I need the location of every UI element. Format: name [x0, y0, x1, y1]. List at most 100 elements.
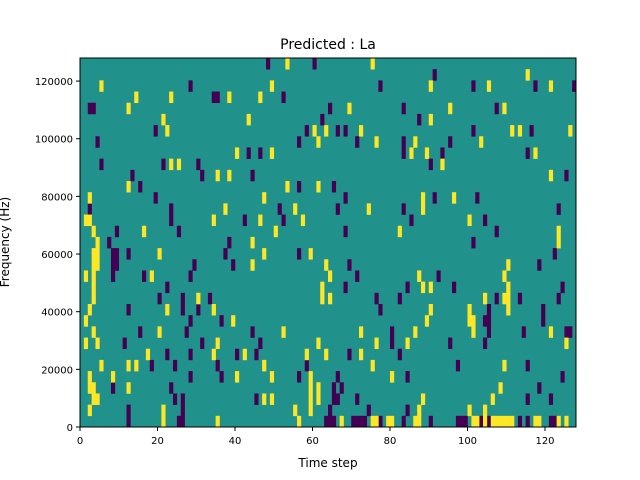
heatmap-cell-low — [304, 125, 309, 137]
heatmap-cell-high — [417, 415, 422, 428]
heatmap-cell-high — [316, 337, 321, 350]
heatmap-cell-low — [335, 203, 340, 215]
heatmap-cell-low — [572, 80, 577, 92]
heatmap-cell-low — [95, 136, 100, 148]
heatmap-cell-high — [483, 292, 488, 305]
heatmap-cell-high — [227, 169, 232, 182]
heatmap-cell-high — [262, 248, 267, 260]
heatmap-cell-low — [471, 236, 476, 249]
y-tick-label: 0 — [67, 423, 73, 434]
heatmap-cell-low — [223, 248, 228, 260]
y-tick-label: 40000 — [41, 308, 73, 319]
heatmap-cell-high — [490, 415, 495, 428]
heatmap-cell-high — [428, 281, 433, 294]
heatmap-cell-high — [227, 91, 232, 104]
heatmap-cell-low — [114, 248, 120, 260]
heatmap-cell-high — [502, 359, 507, 372]
heatmap-cell-low — [328, 415, 333, 428]
heatmap-cell-high — [448, 102, 453, 115]
heatmap-cell-high — [506, 292, 511, 305]
heatmap-cell-high — [304, 348, 309, 361]
heatmap-cell-low — [169, 382, 174, 394]
heatmap-cell-low — [114, 225, 120, 238]
heatmap-cell-low — [401, 203, 406, 215]
heatmap-cell-low — [401, 147, 406, 159]
heatmap-cell-high — [269, 80, 275, 92]
heatmap-cell-high — [157, 248, 162, 260]
heatmap-cell-high — [269, 393, 275, 405]
plot-frame — [79, 57, 577, 428]
heatmap-cell-high — [95, 236, 100, 249]
heatmap-cell-high — [262, 393, 267, 405]
heatmap-cell-high — [424, 147, 430, 159]
heatmap-cell-low — [180, 415, 185, 428]
heatmap-cell-high — [262, 359, 267, 372]
heatmap-cell-high — [161, 404, 166, 417]
heatmap-cell-low — [297, 248, 302, 260]
heatmap-cell-low — [235, 348, 240, 361]
heatmap-cell-low — [436, 270, 441, 282]
heatmap-cell-low — [258, 147, 263, 159]
heatmap-cell-high — [421, 203, 426, 215]
heatmap-cell-low — [471, 80, 476, 92]
heatmap-cell-low — [483, 315, 488, 327]
heatmap-cell-high — [269, 147, 275, 159]
heatmap-cell-low — [525, 393, 530, 405]
heatmap-cell-low — [355, 393, 360, 405]
heatmap-cell-low — [448, 136, 453, 148]
heatmap-cell-low — [486, 326, 492, 338]
heatmap-cell-high — [126, 382, 131, 394]
heatmap-cell-low — [401, 136, 406, 148]
heatmap-cell-high — [293, 404, 298, 417]
heatmap-cell-high — [91, 281, 96, 294]
heatmap-cell-high — [111, 371, 116, 383]
heatmap-cell-low — [219, 315, 224, 327]
heatmap-cell-high — [510, 125, 515, 137]
heatmap-cell-low — [173, 393, 178, 405]
heatmap-cell-low — [552, 415, 557, 428]
heatmap-cell-low — [297, 136, 302, 148]
heatmap-cell-high — [374, 415, 379, 428]
heatmap-cell-high — [87, 214, 92, 227]
heatmap-cell-high — [316, 181, 321, 193]
heatmap-cell-low — [374, 292, 379, 305]
heatmap-cell-low — [111, 382, 116, 394]
heatmap-cell-high — [169, 91, 174, 104]
heatmap-cell-low — [180, 404, 185, 417]
heatmap-cell-low — [211, 91, 216, 104]
heatmap-cell-low — [227, 236, 232, 249]
heatmap-cell-low — [331, 382, 337, 394]
heatmap-cell-high — [506, 281, 511, 294]
heatmap-cell-low — [188, 371, 193, 383]
heatmap-cell-low — [200, 337, 205, 350]
heatmap-cell-high — [424, 315, 430, 327]
heatmap-cell-high — [556, 415, 561, 428]
heatmap-cell-high — [297, 415, 302, 428]
heatmap-cell-low — [281, 91, 286, 104]
heatmap-cell-low — [328, 404, 333, 417]
heatmap-cell-high — [421, 393, 426, 405]
heatmap-cell-high — [452, 192, 457, 204]
heatmap-cell-low — [153, 192, 158, 204]
heatmap-cell-high — [165, 304, 170, 316]
heatmap-cell-high — [428, 113, 433, 126]
heatmap-cell-low — [250, 169, 255, 182]
heatmap-cell-high — [91, 326, 96, 338]
heatmap-cell-high — [145, 348, 151, 361]
heatmap-cell-high — [564, 415, 569, 428]
heatmap-cell-high — [498, 415, 503, 428]
heatmap-cell-low — [541, 304, 546, 316]
heatmap-cell-low — [483, 214, 488, 227]
heatmap-cell-high — [548, 169, 554, 182]
heatmap-cell-low — [409, 214, 414, 227]
heatmap-cell-low — [494, 102, 499, 115]
heatmap-cell-high — [390, 415, 395, 428]
heatmap-cell-high — [370, 359, 375, 372]
heatmap-cell-low — [173, 359, 178, 372]
heatmap-cell-low — [343, 281, 348, 294]
heatmap-cell-high — [502, 270, 507, 282]
heatmap-cell-high — [324, 348, 329, 361]
heatmap-cell-high — [479, 136, 484, 148]
heatmap-cell-high — [471, 415, 476, 428]
heatmap-cell-high — [308, 404, 313, 417]
